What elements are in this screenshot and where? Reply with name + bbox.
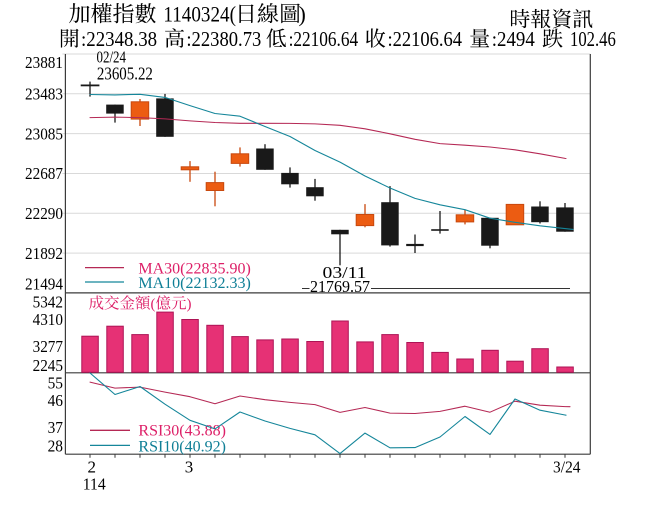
svg-text:28: 28 (48, 437, 63, 456)
svg-text:22687: 22687 (25, 164, 63, 183)
svg-text:MA10(22132.33): MA10(22132.33) (138, 275, 250, 292)
svg-text:21892: 21892 (25, 244, 63, 263)
svg-text:55: 55 (48, 374, 63, 393)
svg-text:): ) (299, 2, 306, 27)
svg-text:23085: 23085 (25, 124, 63, 143)
svg-text:3/24: 3/24 (553, 458, 581, 477)
svg-text::22106.64: :22106.64 (388, 27, 463, 51)
svg-text:2: 2 (87, 458, 96, 477)
svg-text:114: 114 (83, 475, 106, 494)
svg-text:3: 3 (185, 458, 194, 477)
svg-text:23881: 23881 (25, 53, 63, 72)
svg-text:21494: 21494 (25, 275, 63, 294)
svg-text:1140324(: 1140324( (163, 2, 236, 27)
svg-text:02/24: 02/24 (97, 48, 127, 67)
svg-text::22380.73: :22380.73 (186, 27, 261, 51)
svg-text:03/11: 03/11 (323, 263, 367, 282)
svg-text:RSI10(40.92): RSI10(40.92) (138, 438, 226, 455)
svg-text::22106.64: :22106.64 (289, 27, 359, 51)
svg-text:102.46: 102.46 (570, 27, 616, 51)
svg-text:22290: 22290 (25, 204, 63, 223)
svg-text:37: 37 (48, 418, 64, 437)
svg-text:23483: 23483 (25, 85, 63, 104)
svg-text:(: ( (151, 297, 156, 313)
svg-text::2494: :2494 (492, 27, 535, 51)
svg-text:): ) (187, 297, 192, 313)
svg-text:RSI30(43.88): RSI30(43.88) (138, 422, 226, 439)
svg-text:5342: 5342 (33, 293, 63, 312)
svg-text:46: 46 (48, 391, 63, 410)
svg-text:23605.22: 23605.22 (97, 64, 153, 84)
svg-text::22348.38: :22348.38 (81, 27, 157, 51)
svg-text:2245: 2245 (33, 356, 63, 375)
svg-text:3277: 3277 (33, 337, 64, 356)
svg-text:4310: 4310 (33, 310, 63, 329)
svg-text:MA30(22835.90): MA30(22835.90) (138, 260, 250, 277)
svg-text:21769.57: 21769.57 (310, 277, 370, 296)
